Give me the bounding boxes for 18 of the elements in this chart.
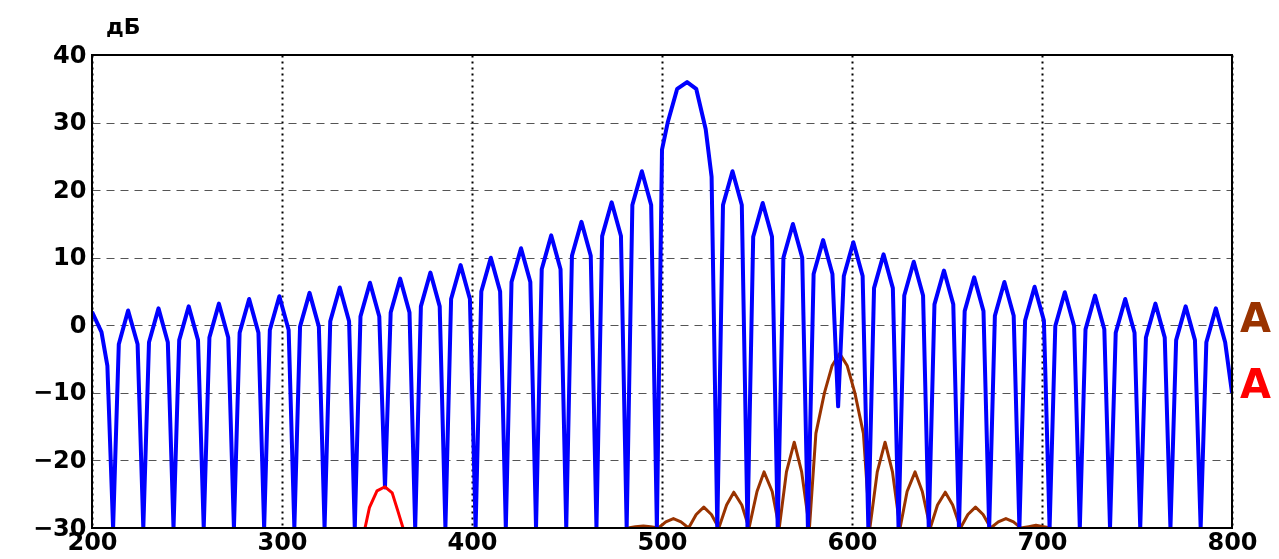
x-tick-label: 400 <box>447 527 498 556</box>
x-tick-label: 500 <box>637 527 688 556</box>
y-tick-label: 40 <box>53 40 87 69</box>
y-tick-label: 20 <box>53 175 87 204</box>
line-series <box>363 485 405 528</box>
y-tick-label: 10 <box>53 243 87 272</box>
y-tick-label: 0 <box>69 310 87 339</box>
y-tick-label: 30 <box>53 108 87 137</box>
x-tick-label: 700 <box>1017 527 1068 556</box>
x-tick-label: 300 <box>257 527 308 556</box>
text: A <box>1240 361 1271 408</box>
line-series <box>92 80 1232 528</box>
y-tick-label: −20 <box>32 445 87 474</box>
y-tick-label: −10 <box>32 378 87 407</box>
y-axis-title: дБ <box>106 14 141 39</box>
text: A <box>1240 294 1271 341</box>
x-tick-label: 600 <box>827 527 878 556</box>
x-tick-label: 800 <box>1207 527 1258 556</box>
